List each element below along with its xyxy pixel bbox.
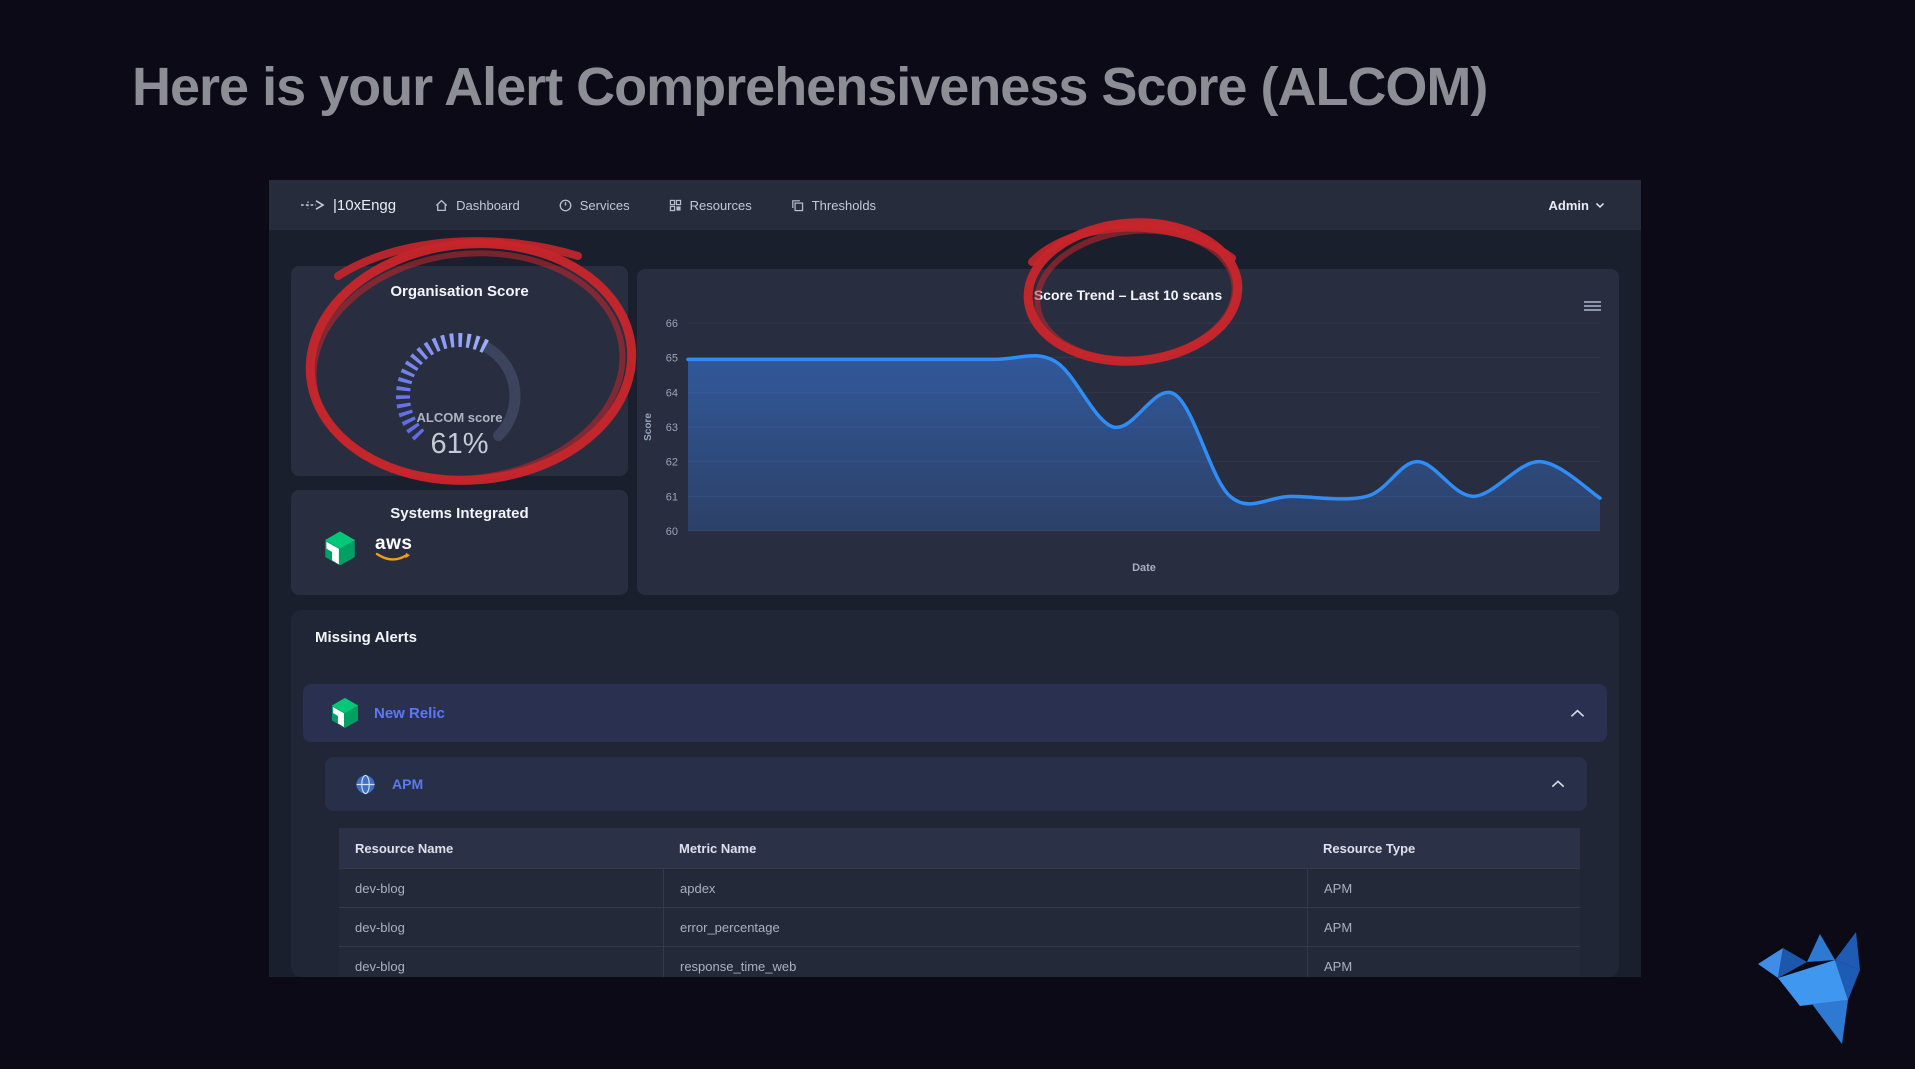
- missing-alerts-heading: Missing Alerts: [315, 629, 417, 646]
- score-trend-card: Score Trend – Last 10 scans 66 65 64 63 62 61…: [637, 269, 1619, 595]
- systems-integrated-card: Systems Integrated aws: [291, 490, 628, 595]
- nav-item-thresholds[interactable]: Thresholds: [790, 198, 876, 213]
- y-tick-label: 66: [666, 318, 678, 330]
- table-row: dev-blog apdex APM: [339, 868, 1580, 907]
- area-fill: [688, 355, 1600, 532]
- y-axis-title: Score: [643, 413, 654, 441]
- nav-label: Thresholds: [811, 197, 877, 213]
- nav-item-resources[interactable]: Resources: [668, 198, 752, 213]
- brand-logo[interactable]: |10xEngg: [300, 197, 396, 214]
- accordion-new-relic[interactable]: New Relic: [303, 684, 1607, 742]
- organisation-score-card: Organisation Score ALCOM score 61%: [291, 266, 628, 476]
- nav-items: Dashboard Services Res: [434, 198, 876, 213]
- table-row: dev-blog error_percentage APM: [339, 907, 1580, 946]
- y-tick-label: 60: [666, 526, 678, 538]
- table-cell: APM: [1307, 947, 1580, 977]
- dashboard-window: |10xEngg Dashboard Services: [269, 180, 1641, 977]
- aws-text: aws: [375, 532, 413, 554]
- new-relic-icon: [325, 531, 355, 566]
- accordion-new-relic-label: New Relic: [374, 704, 445, 722]
- missing-alerts-table: Resource Name Metric Name Resource Type …: [339, 828, 1580, 977]
- grid-icon: [669, 199, 681, 211]
- dashed-arrow-icon: [301, 200, 325, 210]
- table-cell: dev-blog: [355, 880, 405, 896]
- missing-alerts-section: Missing Alerts New Relic: [291, 610, 1619, 977]
- score-trend-chart: 66 65 64 63 62 61 60 Score Date: [643, 318, 1602, 574]
- table-cell: error_percentage: [663, 908, 1307, 946]
- layers-icon: [791, 199, 803, 211]
- chevron-down-icon: [1595, 202, 1605, 208]
- chart-menu-icon[interactable]: [1584, 301, 1601, 313]
- table-row: dev-blog response_time_web APM: [339, 946, 1580, 977]
- table-cell: dev-blog: [355, 919, 405, 935]
- y-tick-label: 62: [666, 457, 678, 469]
- accordion-apm[interactable]: APM: [325, 757, 1587, 811]
- x-axis-title: Date: [1132, 562, 1156, 574]
- aws-icon: aws: [375, 532, 413, 569]
- nav-label: Dashboard: [456, 197, 520, 213]
- user-menu-label: Admin: [1548, 197, 1589, 213]
- table-cell: APM: [1307, 908, 1580, 946]
- table-header-metric-name: Metric Name: [679, 840, 757, 856]
- y-tick-label: 64: [666, 387, 678, 399]
- table-cell: APM: [1307, 869, 1580, 907]
- table-header-resource-name: Resource Name: [355, 840, 454, 856]
- nav-item-dashboard[interactable]: Dashboard: [434, 198, 520, 213]
- gauge-icon: [559, 199, 572, 211]
- brand-text: |10xEngg: [333, 196, 397, 214]
- origami-bird-logo: [1758, 932, 1860, 1044]
- slide-title: Here is your Alert Comprehensiveness Sco…: [132, 57, 1488, 117]
- table-cell: dev-blog: [355, 958, 405, 974]
- integration-logos: aws: [323, 530, 412, 567]
- table-cell: apdex: [663, 869, 1307, 907]
- home-icon: [436, 199, 448, 211]
- table-body: dev-blog apdex APM dev-blog error_percentage…: [339, 868, 1580, 977]
- top-navbar: |10xEngg Dashboard Services: [269, 180, 1641, 230]
- chevron-up-icon[interactable]: [1551, 780, 1565, 788]
- y-tick-label: 61: [666, 491, 678, 503]
- trend-line: [686, 353, 1602, 506]
- table-header-resource-type: Resource Type: [1323, 840, 1416, 856]
- new-relic-icon: [332, 698, 358, 728]
- y-tick-label: 63: [666, 422, 678, 434]
- gauge-label: ALCOM score: [416, 410, 503, 425]
- nav-label: Services: [579, 197, 630, 213]
- table-header-row: Resource Name Metric Name Resource Type: [339, 828, 1580, 868]
- accordion-apm-label: APM: [392, 776, 424, 792]
- systems-integrated-title: Systems Integrated: [390, 505, 529, 522]
- globe-icon: [356, 774, 375, 794]
- y-tick-label: 65: [666, 353, 678, 365]
- user-menu[interactable]: Admin: [1549, 198, 1605, 213]
- gauge-value: 61%: [430, 428, 489, 460]
- table-cell: response_time_web: [663, 947, 1307, 977]
- chevron-up-icon[interactable]: [1570, 709, 1585, 718]
- aws-smile-icon: [375, 552, 410, 561]
- nav-item-services[interactable]: Services: [558, 198, 630, 213]
- nav-label: Resources: [689, 197, 752, 213]
